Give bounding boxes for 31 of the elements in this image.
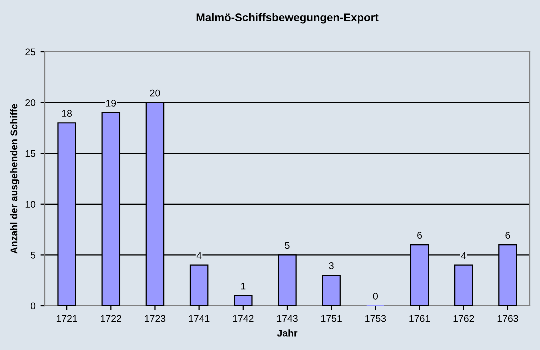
chart-title: Malmö-Schiffsbewegungen-Export [196,13,379,24]
y-tick-label: 5 [30,252,36,259]
x-tick-label: 1723 [145,315,166,322]
x-tick-label: 1751 [322,315,342,322]
data-label: 6 [418,232,422,239]
data-label: 18 [62,110,72,118]
data-label: 0 [373,293,378,300]
x-tick-label: 1761 [410,315,430,322]
y-tick-label: 0 [30,302,36,310]
y-tick-label: 25 [26,48,36,56]
data-label: 20 [150,90,160,97]
data-label: 1 [241,282,246,290]
y-tick-label: 20 [26,100,36,106]
data-label: 4 [196,252,202,260]
data-label: 4 [461,252,466,260]
y-axis-title: Anzahl der ausgehenden Schiffe [10,104,20,254]
x-tick-label: 1722 [101,315,122,322]
x-axis-title: Jahr [277,330,298,337]
x-tick-label: 1763 [498,315,518,322]
data-label: 19 [106,100,116,107]
y-tick-label: 10 [26,201,36,208]
x-tick-label: 1743 [277,315,298,322]
x-tick-label: 1741 [189,315,210,322]
data-label: 3 [329,262,334,270]
x-tick-label: 1721 [56,315,78,322]
y-tick-label: 15 [26,150,36,158]
x-tick-label: 1753 [366,315,386,322]
x-tick-label: 1762 [454,315,474,322]
x-tick-label: 1742 [233,315,254,322]
data-label: 5 [285,242,290,250]
data-label: 6 [506,232,510,239]
